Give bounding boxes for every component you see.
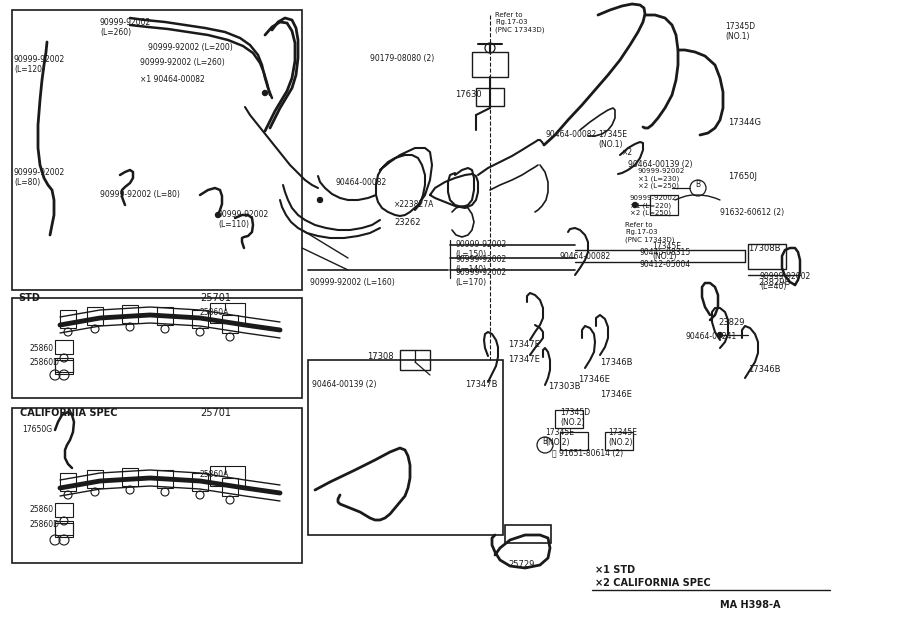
Bar — [308, 360, 503, 535]
Text: 17345E
(NO.2): 17345E (NO.2) — [608, 428, 637, 448]
Text: 90464-00082: 90464-00082 — [560, 252, 611, 261]
Text: Refer to
Fig.17-03
(PNC 17343D): Refer to Fig.17-03 (PNC 17343D) — [495, 12, 544, 32]
Text: 90999-92002
(L=150): 90999-92002 (L=150) — [455, 240, 506, 260]
Text: 17345E
(NO.1): 17345E (NO.1) — [652, 242, 681, 261]
Bar — [605, 432, 633, 450]
Text: 90999-92002
(L=170): 90999-92002 (L=170) — [455, 268, 506, 287]
Text: B: B — [543, 437, 547, 446]
Bar — [472, 52, 508, 77]
Bar — [55, 358, 73, 372]
Text: ×223827A: ×223827A — [394, 200, 435, 209]
Text: CALIFORNIA SPEC: CALIFORNIA SPEC — [20, 408, 118, 418]
Bar — [560, 432, 588, 450]
Text: 90999-92002
(L=80): 90999-92002 (L=80) — [14, 168, 65, 187]
Bar — [122, 468, 138, 486]
Text: 25701: 25701 — [200, 408, 231, 418]
Text: 17345E
(NO.2): 17345E (NO.2) — [545, 428, 574, 448]
Bar — [222, 478, 238, 496]
Bar — [476, 88, 504, 106]
Text: 17345D
(NO.1): 17345D (NO.1) — [725, 22, 755, 41]
Bar — [12, 298, 302, 398]
Text: 90999-92002
(L=40): 90999-92002 (L=40) — [760, 272, 811, 291]
Bar — [55, 503, 73, 517]
Bar — [87, 307, 103, 325]
Bar — [555, 410, 583, 428]
Text: 17346E: 17346E — [578, 375, 610, 384]
Bar — [748, 244, 786, 269]
Text: ×1 STD: ×1 STD — [595, 565, 635, 575]
Text: 25860D: 25860D — [30, 358, 60, 367]
Text: ×2: ×2 — [622, 148, 633, 157]
Text: 17346B: 17346B — [600, 358, 633, 367]
Text: 90464-00082: 90464-00082 — [335, 178, 386, 187]
Text: 90464-00139 (2): 90464-00139 (2) — [628, 160, 692, 169]
Text: 91632-60612 (2): 91632-60612 (2) — [720, 208, 784, 217]
Text: 17308: 17308 — [367, 352, 393, 361]
Bar — [157, 307, 173, 325]
Text: 17344G: 17344G — [728, 118, 761, 127]
Text: 90999-92002 (L=80): 90999-92002 (L=80) — [100, 190, 180, 199]
Text: 17347E: 17347E — [508, 340, 540, 349]
Bar — [12, 10, 302, 290]
Bar — [210, 466, 245, 486]
Text: 90999-92002
(L=140): 90999-92002 (L=140) — [455, 255, 506, 274]
Bar — [222, 315, 238, 333]
Text: 25860: 25860 — [30, 344, 54, 353]
Text: 90999-92002 (L=160): 90999-92002 (L=160) — [310, 278, 395, 287]
Circle shape — [215, 213, 220, 218]
Text: Refer to
Fig.17-03
(PNC 17343D): Refer to Fig.17-03 (PNC 17343D) — [625, 222, 674, 243]
Bar — [192, 310, 208, 328]
Text: 90464-00241: 90464-00241 — [685, 332, 736, 341]
Text: 25860A: 25860A — [200, 470, 230, 479]
Bar — [210, 303, 245, 323]
Text: 90999-92002
×1 (L=230)
×2 (L=250): 90999-92002 ×1 (L=230) ×2 (L=250) — [638, 168, 685, 189]
Text: 23262: 23262 — [394, 218, 420, 227]
Text: 90999-92002
(L=260): 90999-92002 (L=260) — [100, 18, 151, 37]
Text: 17308B: 17308B — [748, 244, 780, 253]
Text: ×2 CALIFORNIA SPEC: ×2 CALIFORNIA SPEC — [595, 578, 711, 588]
Text: 25860A: 25860A — [200, 308, 230, 317]
Text: 17347E: 17347E — [508, 355, 540, 364]
Text: 25860: 25860 — [30, 505, 54, 514]
Bar — [55, 521, 73, 535]
Bar — [55, 360, 73, 374]
Text: 90179-08080 (2): 90179-08080 (2) — [370, 54, 434, 63]
Text: 90412-05004: 90412-05004 — [640, 260, 691, 269]
Text: 23829B: 23829B — [758, 278, 790, 287]
Circle shape — [717, 332, 723, 337]
Bar — [650, 195, 678, 215]
Bar — [400, 350, 430, 370]
Text: 90999-92002
×1 (L=220)
×2 (L=250): 90999-92002 ×1 (L=220) ×2 (L=250) — [630, 195, 677, 216]
Text: 25701: 25701 — [200, 293, 231, 303]
Text: 17345D
(NO.2): 17345D (NO.2) — [560, 408, 590, 428]
Text: 17303B: 17303B — [548, 382, 580, 391]
Text: ×1 90464-00082: ×1 90464-00082 — [140, 75, 205, 84]
Text: 17347B: 17347B — [465, 380, 498, 389]
Circle shape — [318, 198, 322, 202]
Bar — [192, 473, 208, 491]
Circle shape — [633, 202, 637, 207]
Circle shape — [263, 91, 267, 95]
Text: 25860D: 25860D — [30, 520, 60, 529]
Text: 90464-00082: 90464-00082 — [546, 130, 598, 139]
Text: 17346B: 17346B — [748, 365, 780, 374]
Text: 17630: 17630 — [455, 90, 482, 99]
Text: 17650G: 17650G — [22, 425, 52, 434]
Text: 17345E
(NO.1): 17345E (NO.1) — [598, 130, 627, 149]
Text: Ⓑ 91651-80614 (2): Ⓑ 91651-80614 (2) — [552, 448, 623, 457]
Text: B: B — [696, 180, 700, 189]
Text: 90999-92002 (L=260): 90999-92002 (L=260) — [140, 58, 225, 67]
Text: 90445-08315: 90445-08315 — [640, 248, 691, 257]
Bar — [122, 305, 138, 323]
Text: 90999-92002
(L=110): 90999-92002 (L=110) — [218, 210, 269, 229]
Bar — [12, 408, 302, 563]
Text: 17650J: 17650J — [728, 172, 757, 181]
Bar — [55, 523, 73, 537]
Text: 90999-92002
(L=120): 90999-92002 (L=120) — [14, 55, 65, 75]
Text: 90999-92002 (L=200): 90999-92002 (L=200) — [148, 43, 233, 52]
Bar — [60, 473, 76, 491]
Text: MA H398-A: MA H398-A — [720, 600, 780, 610]
Text: 25729: 25729 — [508, 560, 535, 569]
Text: STD: STD — [18, 293, 40, 303]
Text: 90464-00139 (2): 90464-00139 (2) — [312, 380, 376, 389]
